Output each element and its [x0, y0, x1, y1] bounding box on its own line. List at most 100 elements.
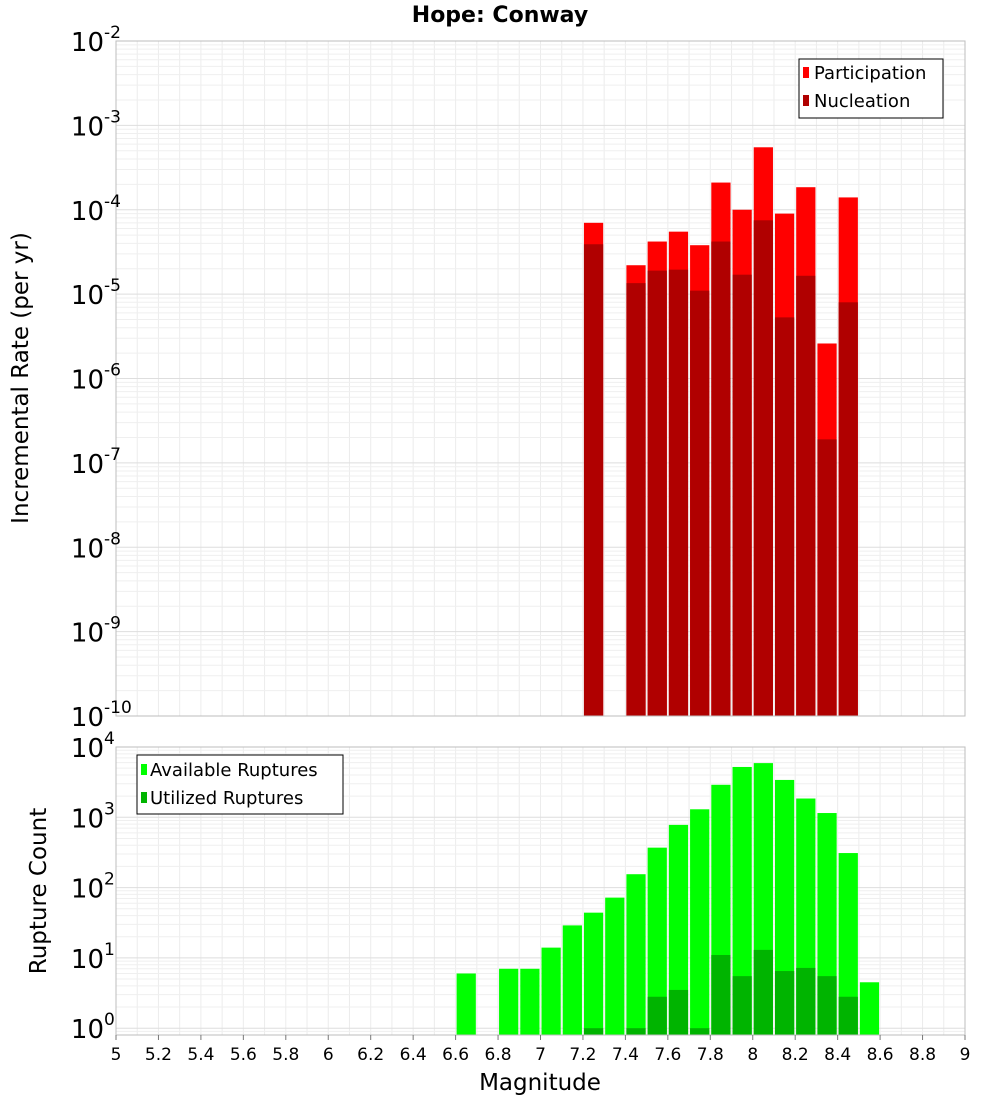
x-tick-label: 8: [747, 1045, 758, 1065]
count-bar-available-ruptures: [626, 874, 646, 1035]
rate-bar-nucleation: [817, 439, 837, 716]
count-y-tick-label: 10: [71, 1015, 104, 1045]
rate-legend: Participation Nucleation: [798, 58, 944, 119]
x-tick-label: 7: [535, 1045, 546, 1065]
x-tick-label: 8.8: [909, 1045, 936, 1065]
rate-plot-frame: [115, 40, 966, 717]
count-bar-utilized-ruptures: [732, 976, 752, 1035]
x-tick-label: 6: [323, 1045, 334, 1065]
rate-bar-nucleation: [774, 317, 795, 716]
count-y-tick-label: 10: [71, 734, 104, 764]
x-tick-label: 6.2: [357, 1045, 384, 1065]
count-bar-available-ruptures: [562, 925, 582, 1035]
rate-y-tick-label: 10: [71, 619, 104, 649]
count-bar-utilized-ruptures: [817, 976, 837, 1035]
x-tick-label: 7.2: [569, 1045, 596, 1065]
count-bar-utilized-ruptures: [583, 1028, 604, 1035]
count-y-tick-label: 10: [71, 804, 104, 834]
count-bar-utilized-ruptures: [626, 1028, 646, 1035]
rate-bar-nucleation: [668, 269, 689, 716]
count-legend: Available Ruptures Utilized Ruptures: [136, 754, 344, 815]
rate-y-tick-exponent: -10: [104, 698, 132, 718]
count-bar-available-ruptures: [583, 912, 604, 1035]
rate-bar-nucleation: [796, 275, 816, 716]
legend-swatch-participation: [803, 67, 809, 78]
x-tick-label: 6.4: [400, 1045, 427, 1065]
rate-y-tick-label: 10: [71, 112, 104, 142]
count-bar-available-ruptures: [456, 973, 476, 1035]
legend-swatch-utilized: [141, 792, 147, 803]
rate-chart: 10-210-310-410-510-610-710-810-910-10 In…: [8, 23, 966, 733]
rate-y-tick-label: 10: [71, 281, 104, 311]
count-bar-available-ruptures: [605, 897, 625, 1035]
count-y-tick-exponent: 0: [104, 1010, 115, 1030]
legend-swatch-nucleation: [803, 95, 809, 106]
x-axis-label: Magnitude: [479, 1070, 601, 1096]
x-tick-label: 5.8: [272, 1045, 299, 1065]
x-tick-label: 5.2: [145, 1045, 172, 1065]
rate-bar-nucleation: [626, 283, 646, 716]
rate-grid: [115, 41, 966, 717]
x-tick-label: 7.4: [612, 1045, 639, 1065]
count-bar-utilized-ruptures: [838, 996, 858, 1035]
legend-label-utilized: Utilized Ruptures: [150, 788, 303, 809]
rate-bars: [583, 147, 858, 717]
rate-y-tick-label: 10: [71, 703, 104, 733]
x-tick-label: 7.6: [654, 1045, 681, 1065]
x-tick-label: 8.4: [824, 1045, 851, 1065]
legend-swatch-available: [141, 764, 147, 775]
count-y-tick-exponent: 2: [104, 870, 115, 890]
rate-bar-nucleation: [838, 302, 858, 716]
count-bar-available-ruptures: [732, 766, 752, 1035]
rate-bar-nucleation: [647, 270, 667, 716]
count-bar-available-ruptures: [859, 982, 880, 1035]
count-bar-available-ruptures: [541, 947, 561, 1035]
rate-y-tick-label: 10: [71, 366, 104, 396]
count-bar-utilized-ruptures: [647, 996, 667, 1035]
rate-y-tick-exponent: -9: [104, 614, 121, 634]
count-bar-utilized-ruptures: [690, 1028, 710, 1035]
count-bar-utilized-ruptures: [668, 989, 689, 1035]
rate-y-tick-exponent: -2: [104, 23, 121, 43]
x-tick-label: 8.6: [867, 1045, 894, 1065]
rate-bar-nucleation: [732, 274, 752, 716]
legend-label-participation: Participation: [814, 63, 926, 84]
x-ticks: 5 5.2 5.4 5.6 5.8 6 6.2 6.4 6.6 6.8 7 7.2 7.4 7.6 7.8 8…: [111, 1035, 970, 1065]
rate-bar-nucleation: [690, 290, 710, 716]
count-y-tick-exponent: 4: [104, 729, 115, 749]
rate-y-tick-label: 10: [71, 450, 104, 480]
x-tick-label: 6.6: [442, 1045, 469, 1065]
x-tick-label: 7.8: [697, 1045, 724, 1065]
rate-bar-nucleation: [753, 220, 773, 717]
count-bar-available-ruptures: [520, 968, 540, 1035]
legend-label-available: Available Ruptures: [150, 760, 318, 781]
rate-bar-nucleation: [711, 241, 731, 717]
rate-y-tick-label: 10: [71, 534, 104, 564]
count-bar-available-ruptures: [690, 809, 710, 1035]
rate-y-tick-exponent: -7: [104, 445, 121, 465]
count-bar-utilized-ruptures: [753, 949, 773, 1035]
x-tick-label: 5.6: [230, 1045, 257, 1065]
chart-title: Hope: Conway: [412, 3, 588, 28]
count-y-axis-label: Rupture Count: [26, 808, 52, 974]
rate-y-axis-label: Incremental Rate (per yr): [8, 232, 34, 524]
count-bar-utilized-ruptures: [774, 971, 795, 1035]
rate-y-tick-exponent: -6: [104, 361, 121, 381]
rate-bar-nucleation: [583, 244, 604, 717]
count-y-tick-label: 10: [71, 875, 104, 905]
count-bar-available-ruptures: [668, 824, 689, 1035]
rate-y-ticks: 10-210-310-410-510-610-710-810-910-10: [71, 23, 132, 733]
count-bar-available-ruptures: [647, 847, 667, 1035]
legend-label-nucleation: Nucleation: [814, 91, 910, 112]
rate-y-tick-exponent: -8: [104, 529, 121, 549]
count-y-tick-exponent: 1: [104, 940, 115, 960]
count-bar-utilized-ruptures: [711, 954, 731, 1035]
x-tick-label: 6.8: [485, 1045, 512, 1065]
x-tick-label: 5: [111, 1045, 122, 1065]
rate-y-tick-exponent: -5: [104, 276, 121, 296]
rate-y-tick-exponent: -3: [104, 107, 121, 127]
rate-y-tick-exponent: -4: [104, 192, 121, 212]
